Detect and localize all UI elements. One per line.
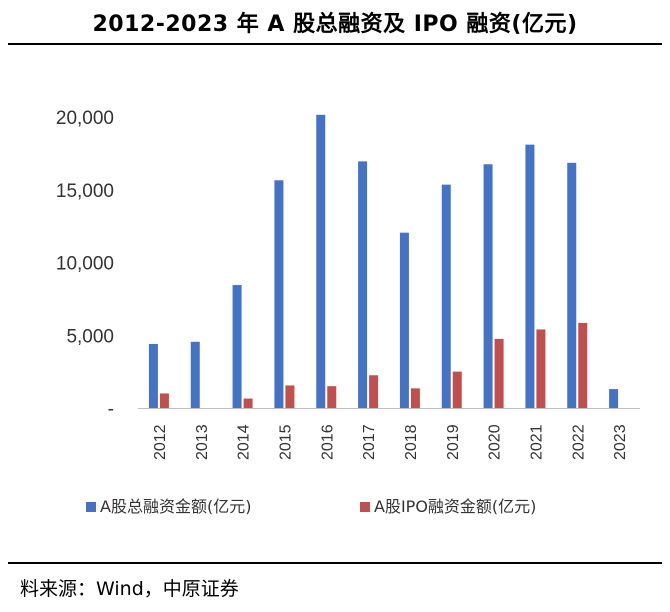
title-rule xyxy=(8,43,662,45)
bar-ipo-financing xyxy=(536,329,546,408)
x-tick-label: 2016 xyxy=(319,424,336,460)
bar-total-financing xyxy=(316,114,326,408)
x-tick-label: 2012 xyxy=(152,424,169,460)
bar-ipo-financing xyxy=(285,385,295,408)
footer-rule xyxy=(8,562,662,564)
legend-label: A股IPO融资金额(亿元) xyxy=(374,497,536,516)
x-tick-label: 2017 xyxy=(361,424,378,460)
bar-chart: - 5,000 10,000 15,000 20,000 2012 2013 2014 2015… xyxy=(56,108,640,516)
x-tick-label: 2022 xyxy=(570,424,587,460)
x-tick-label: 2019 xyxy=(445,424,462,460)
x-tick-label: 2018 xyxy=(403,424,420,460)
bar-total-financing xyxy=(399,232,409,408)
x-tick-label: 2014 xyxy=(236,424,253,460)
bar-total-financing xyxy=(148,343,158,408)
legend-label: A股总融资金额(亿元) xyxy=(100,497,251,516)
chart-title: 2012-2023 年 A 股总融资及 IPO 融资(亿元) xyxy=(92,12,578,37)
bar-total-financing xyxy=(567,162,577,408)
bar-ipo-financing xyxy=(494,338,504,408)
x-tick-label: 2021 xyxy=(528,424,545,460)
y-tick-label: 10,000 xyxy=(56,254,114,275)
x-tick-label: 2020 xyxy=(487,424,504,460)
x-tick-label: 2023 xyxy=(612,424,629,460)
bar-ipo-financing xyxy=(452,371,462,408)
y-tick-label: - xyxy=(108,399,114,420)
legend-swatch xyxy=(360,502,370,512)
bar-total-financing xyxy=(190,341,200,408)
bar-total-financing xyxy=(483,164,493,408)
legend-swatch xyxy=(86,502,96,512)
bar-total-financing xyxy=(525,144,535,408)
bar-total-financing xyxy=(232,285,242,408)
bar-ipo-financing xyxy=(410,388,420,408)
x-tick-label: 2015 xyxy=(277,424,294,460)
bar-total-financing xyxy=(609,389,619,408)
y-tick-label: 15,000 xyxy=(56,181,114,202)
bar-ipo-financing xyxy=(159,393,169,408)
bar-ipo-financing xyxy=(243,398,253,408)
x-tick-label: 2013 xyxy=(194,424,211,460)
bar-total-financing xyxy=(358,161,368,408)
y-tick-label: 20,000 xyxy=(56,108,114,129)
bar-total-financing xyxy=(274,180,284,408)
bar-ipo-financing xyxy=(327,386,337,408)
bar-ipo-financing xyxy=(578,322,588,408)
bar-ipo-financing xyxy=(369,375,379,408)
source-note: 料来源：Wind，中原证券 xyxy=(20,578,239,600)
y-tick-label: 5,000 xyxy=(66,326,114,347)
bar-total-financing xyxy=(441,184,451,408)
